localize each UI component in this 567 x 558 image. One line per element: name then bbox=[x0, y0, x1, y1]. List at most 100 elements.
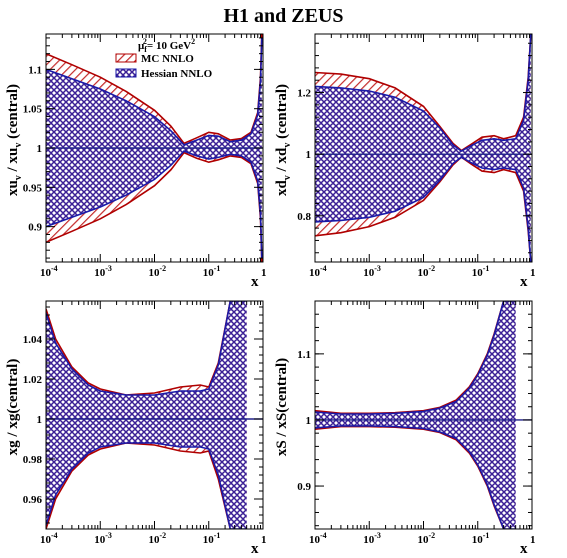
y-axis-label-main: xS / xS(central) bbox=[274, 358, 290, 456]
x-tick-base: 10 bbox=[94, 267, 106, 279]
mc-nnlo-upper-edge bbox=[315, 34, 532, 152]
y-tick-label: 0.95 bbox=[23, 182, 43, 194]
legend-scale-label: μf2= 10 GeV2 bbox=[138, 37, 195, 54]
x-tick-exponent: -2 bbox=[429, 531, 436, 540]
x-tick-base: 10 bbox=[149, 267, 161, 279]
x-tick-exponent: -1 bbox=[483, 264, 490, 273]
x-tick-base: 10 bbox=[418, 267, 430, 279]
x-axis-label: x bbox=[251, 541, 259, 557]
y-tick-label: 0.9 bbox=[28, 222, 42, 234]
y-tick-label: 0.9 bbox=[297, 481, 311, 493]
x-tick-label: 10-3 bbox=[94, 264, 112, 279]
y-axis-label: xdv / xdv (central) bbox=[274, 84, 293, 196]
hessian-nnlo-upper-edge bbox=[315, 34, 532, 153]
y-tick-label: 0.8 bbox=[297, 211, 311, 223]
legend-mc-swatch bbox=[115, 53, 137, 63]
y-axis-label-main: xu bbox=[5, 180, 21, 196]
x-tick-label: 10-3 bbox=[363, 264, 381, 279]
x-tick-label: 10-3 bbox=[94, 531, 112, 546]
y-tick-label: 1.1 bbox=[28, 64, 42, 76]
y-axis-label: xuv / xuv (central) bbox=[5, 84, 24, 196]
y-tick-label: 1.04 bbox=[23, 334, 43, 346]
x-tick-base: 1 bbox=[530, 267, 536, 279]
x-tick-label: 10-1 bbox=[472, 264, 490, 279]
x-axis-label: x bbox=[520, 274, 528, 290]
x-tick-exponent: -3 bbox=[105, 264, 112, 273]
x-tick-label: 10-1 bbox=[203, 264, 221, 279]
x-tick-exponent: -3 bbox=[374, 531, 381, 540]
y-tick-label: 0.96 bbox=[23, 494, 43, 506]
x-tick-label: 10-4 bbox=[40, 264, 58, 279]
legend-scale-symbol: μ bbox=[138, 40, 145, 52]
x-tick-label: 1 bbox=[261, 534, 267, 546]
legend-scale-sup: 2 bbox=[143, 37, 147, 46]
x-axis-label: x bbox=[520, 541, 528, 557]
x-tick-label: 1 bbox=[530, 534, 536, 546]
legend-hessian-label: Hessian NNLO bbox=[141, 68, 213, 80]
y-axis-label-mid: / xu bbox=[5, 148, 21, 176]
x-tick-base: 10 bbox=[203, 534, 215, 546]
hessian-nnlo-lower-edge bbox=[315, 425, 516, 529]
hessian-nnlo-upper-edge bbox=[46, 37, 263, 146]
x-tick-base: 1 bbox=[530, 534, 536, 546]
plot-area bbox=[315, 301, 532, 529]
x-tick-label: 10-4 bbox=[309, 264, 327, 279]
y-axis-label: xS / xS(central) bbox=[274, 358, 290, 456]
y-axis-label-end: (central) bbox=[5, 84, 21, 143]
x-tick-base: 10 bbox=[309, 267, 321, 279]
x-tick-label: 10-2 bbox=[418, 264, 436, 279]
x-tick-base: 10 bbox=[203, 267, 215, 279]
x-tick-exponent: -3 bbox=[105, 531, 112, 540]
x-tick-exponent: -1 bbox=[214, 531, 221, 540]
x-tick-exponent: -1 bbox=[483, 531, 490, 540]
panel-bottom-right: 10-4 10-3 10-2 10-1 1x0.911.1xS / xS(central… bbox=[274, 300, 536, 557]
plot-area bbox=[46, 301, 263, 529]
x-tick-base: 10 bbox=[40, 534, 52, 546]
y-tick-label: 1 bbox=[306, 415, 312, 427]
y-tick-label: 0.98 bbox=[23, 454, 43, 466]
x-tick-label: 10-3 bbox=[363, 531, 381, 546]
x-tick-label: 10-4 bbox=[40, 531, 58, 546]
x-tick-exponent: -2 bbox=[160, 264, 167, 273]
x-tick-base: 10 bbox=[309, 534, 321, 546]
x-tick-base: 1 bbox=[261, 534, 267, 546]
hessian-nnlo-band bbox=[46, 301, 247, 529]
x-tick-exponent: -4 bbox=[320, 531, 327, 540]
x-tick-exponent: -4 bbox=[51, 531, 58, 540]
x-tick-exponent: -4 bbox=[320, 264, 327, 273]
legend-mc-label: MC NNLO bbox=[141, 53, 194, 65]
x-tick-exponent: -1 bbox=[214, 264, 221, 273]
y-axis-label-end: (central) bbox=[274, 84, 290, 143]
x-tick-base: 10 bbox=[363, 534, 375, 546]
y-axis-label-sub: v bbox=[13, 175, 24, 180]
y-axis-label-main: xd bbox=[274, 180, 290, 197]
x-tick-base: 10 bbox=[472, 534, 484, 546]
hessian-nnlo-lower-edge bbox=[46, 150, 263, 259]
x-tick-base: 10 bbox=[94, 534, 106, 546]
y-tick-label: 1 bbox=[37, 143, 43, 155]
y-tick-label: 1.05 bbox=[23, 104, 43, 116]
x-tick-base: 10 bbox=[363, 267, 375, 279]
y-axis-label-sub: v bbox=[282, 175, 293, 180]
x-tick-label: 10-2 bbox=[418, 531, 436, 546]
x-tick-base: 10 bbox=[40, 267, 52, 279]
hessian-nnlo-upper-edge bbox=[46, 301, 247, 396]
hessian-nnlo-lower-edge bbox=[315, 156, 532, 262]
x-tick-label: 1 bbox=[261, 267, 267, 279]
y-axis-label-mid: / xd bbox=[274, 147, 290, 175]
x-tick-base: 10 bbox=[472, 267, 484, 279]
x-tick-label: 10-2 bbox=[149, 531, 167, 546]
x-tick-base: 1 bbox=[261, 267, 267, 279]
legend-scale-sub: f bbox=[144, 45, 147, 54]
y-tick-label: 1.2 bbox=[297, 88, 311, 100]
x-tick-exponent: -3 bbox=[374, 264, 381, 273]
y-axis-label-sub: v bbox=[13, 143, 24, 148]
y-axis-label: xg / xg(central) bbox=[5, 359, 21, 456]
hessian-nnlo-band bbox=[315, 301, 516, 529]
legend-hessian-swatch bbox=[115, 68, 137, 78]
y-axis-label-main: xg / xg(central) bbox=[5, 359, 21, 456]
